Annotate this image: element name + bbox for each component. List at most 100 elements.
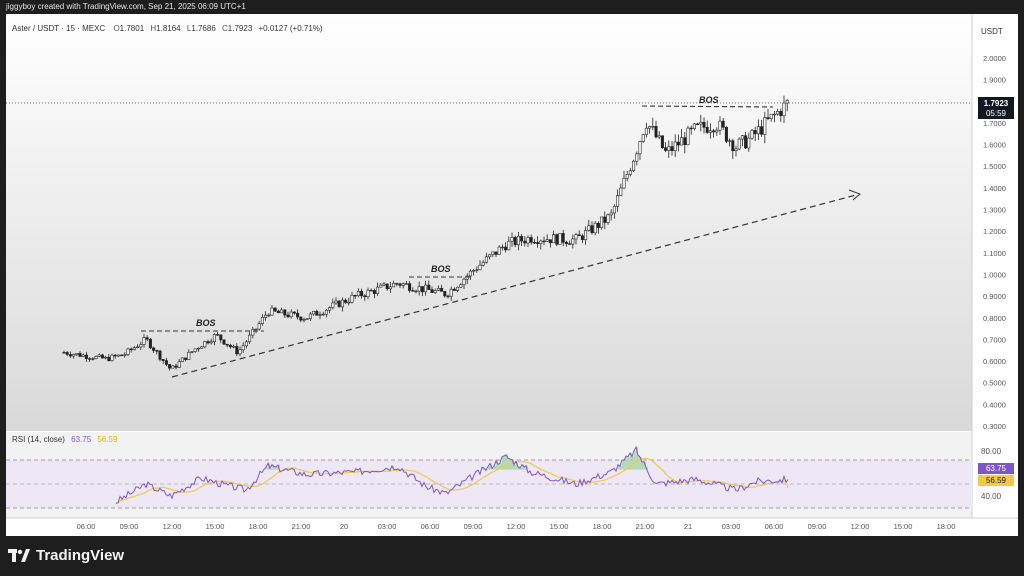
candle-body-55 bbox=[238, 349, 242, 355]
candle-body-98 bbox=[376, 286, 380, 294]
time-tick-14: 21 bbox=[684, 522, 692, 531]
candle-body-19 bbox=[123, 354, 127, 356]
candle-body-6 bbox=[81, 354, 85, 357]
price-tick-6: 1.4000 bbox=[983, 184, 1006, 193]
candle-body-114 bbox=[427, 284, 431, 290]
candle-body-99 bbox=[379, 284, 383, 288]
candle-body-161 bbox=[577, 234, 581, 237]
time-tick-18: 12:00 bbox=[851, 522, 870, 531]
candle-body-49 bbox=[219, 334, 223, 341]
candle-body-142 bbox=[516, 236, 520, 246]
candle-body-28 bbox=[152, 347, 156, 351]
candle-body-26 bbox=[145, 337, 149, 340]
branding-bar: TradingView bbox=[0, 536, 1024, 576]
candle-body-108 bbox=[408, 283, 412, 291]
candle-body-199 bbox=[699, 121, 703, 125]
candle-countdown: 05:59 bbox=[986, 109, 1007, 118]
candle-body-207 bbox=[724, 126, 728, 142]
last-price-badge bbox=[978, 97, 1014, 119]
time-tick-8: 06:00 bbox=[421, 522, 440, 531]
time-tick-9: 09:00 bbox=[464, 522, 483, 531]
candle-body-105 bbox=[398, 283, 402, 286]
candle-body-15 bbox=[110, 354, 114, 362]
time-tick-7: 03:00 bbox=[378, 522, 397, 531]
candle-body-212 bbox=[740, 135, 744, 140]
chart-svg[interactable]: Aster / USDT · 15 · MEXC O1.7801 H1.8164… bbox=[6, 14, 1018, 536]
candle-body-109 bbox=[411, 290, 415, 292]
candle-body-146 bbox=[529, 237, 533, 243]
candle-body-214 bbox=[747, 137, 751, 149]
candle-body-153 bbox=[552, 234, 556, 244]
candle-body-197 bbox=[692, 123, 696, 129]
candle-body-171 bbox=[609, 212, 613, 216]
candle-body-158 bbox=[568, 243, 572, 245]
candle-body-22 bbox=[132, 347, 136, 350]
candle-body-95 bbox=[366, 289, 370, 298]
tradingview-logo[interactable]: TradingView bbox=[8, 547, 124, 564]
time-tick-3: 15:00 bbox=[206, 522, 225, 531]
candle-body-85 bbox=[334, 300, 338, 304]
candle-body-50 bbox=[222, 339, 226, 345]
candle-body-93 bbox=[360, 291, 364, 297]
candle-body-139 bbox=[507, 240, 511, 251]
candle-body-94 bbox=[363, 295, 367, 298]
candle-body-70 bbox=[286, 314, 290, 318]
candle-body-190 bbox=[670, 146, 674, 152]
rsi-level-40: 40.00 bbox=[981, 492, 1002, 501]
candle-body-120 bbox=[446, 295, 450, 298]
open-label: O bbox=[113, 24, 119, 33]
candle-body-147 bbox=[532, 242, 536, 244]
chart-panel[interactable]: Aster / USDT · 15 · MEXC O1.7801 H1.8164… bbox=[6, 14, 1018, 536]
candle-body-40 bbox=[190, 351, 194, 353]
candle-body-106 bbox=[401, 283, 405, 286]
candle-body-36 bbox=[177, 361, 181, 368]
candle-body-23 bbox=[136, 346, 140, 349]
candle-body-118 bbox=[440, 287, 444, 292]
rsi-legend-value: 63.75 bbox=[71, 435, 92, 444]
candle-body-222 bbox=[772, 113, 776, 116]
candle-body-33 bbox=[168, 364, 172, 369]
candle-body-112 bbox=[420, 286, 424, 293]
candle-body-46 bbox=[209, 341, 213, 344]
candle-body-130 bbox=[478, 264, 482, 271]
time-tick-2: 12:00 bbox=[163, 522, 182, 531]
low-value: 1.7686 bbox=[191, 24, 216, 33]
candle-body-5 bbox=[78, 353, 82, 357]
candle-body-103 bbox=[392, 283, 396, 288]
candle-body-43 bbox=[200, 346, 204, 349]
candle-body-128 bbox=[472, 270, 476, 272]
candle-body-116 bbox=[433, 290, 437, 293]
candle-body-62 bbox=[260, 317, 264, 324]
candle-body-58 bbox=[248, 334, 252, 343]
currency-label: USDT bbox=[981, 27, 1003, 36]
time-tick-10: 12:00 bbox=[507, 522, 526, 531]
time-tick-12: 18:00 bbox=[593, 522, 612, 531]
candle-body-152 bbox=[548, 239, 552, 244]
candle-body-31 bbox=[161, 359, 165, 361]
candle-body-18 bbox=[120, 354, 124, 357]
time-tick-4: 18:00 bbox=[249, 522, 268, 531]
candle-body-71 bbox=[289, 311, 293, 318]
candle-body-72 bbox=[292, 311, 296, 314]
rsi-level-80: 80.00 bbox=[981, 447, 1002, 456]
candle-body-90 bbox=[350, 295, 354, 303]
candle-body-77 bbox=[308, 313, 312, 319]
candle-body-89 bbox=[347, 301, 351, 304]
candle-body-4 bbox=[75, 353, 79, 355]
candle-body-157 bbox=[564, 242, 568, 244]
candle-body-181 bbox=[641, 134, 645, 142]
candle-body-20 bbox=[126, 348, 130, 355]
candle-body-73 bbox=[296, 312, 300, 318]
candle-body-140 bbox=[510, 237, 514, 242]
candle-body-217 bbox=[756, 126, 760, 135]
candle-body-61 bbox=[257, 323, 261, 330]
candle-body-202 bbox=[708, 130, 712, 133]
candle-body-91 bbox=[353, 295, 357, 297]
time-tick-1: 09:00 bbox=[120, 522, 139, 531]
price-tick-11: 0.9000 bbox=[983, 292, 1006, 301]
candle-body-172 bbox=[612, 206, 616, 214]
candle-body-198 bbox=[696, 123, 700, 126]
candle-body-174 bbox=[619, 187, 623, 196]
candle-body-204 bbox=[715, 129, 719, 133]
open-value: 1.7801 bbox=[120, 24, 145, 33]
